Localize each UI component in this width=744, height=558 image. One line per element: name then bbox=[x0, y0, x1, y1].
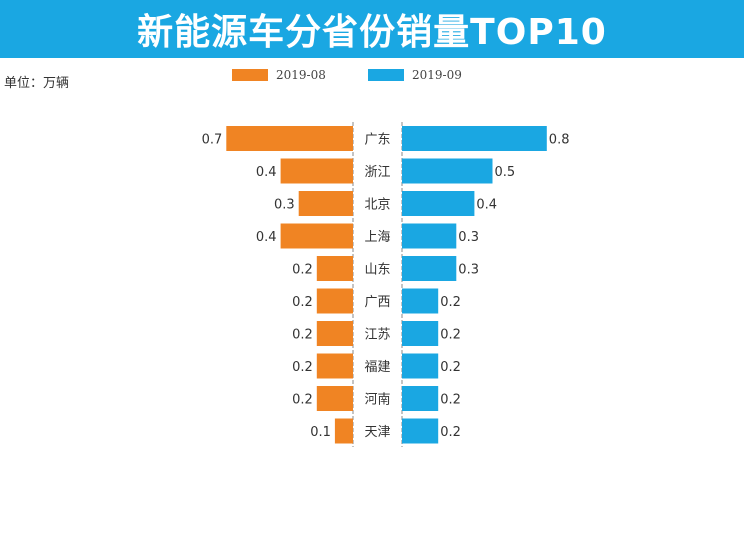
legend-swatch-left bbox=[232, 69, 268, 81]
category-label-1: 浙江 bbox=[364, 165, 390, 180]
data-label-right-5: 0.2 bbox=[440, 295, 461, 310]
legend-item-right: 2019-09 bbox=[368, 68, 462, 82]
data-label-right-3: 0.3 bbox=[458, 230, 479, 245]
data-label-right-0: 0.8 bbox=[549, 133, 570, 148]
data-label-left-8: 0.2 bbox=[292, 393, 313, 408]
category-label-2: 北京 bbox=[364, 198, 390, 213]
bar-left-2 bbox=[298, 191, 353, 216]
bar-left-4 bbox=[316, 256, 353, 281]
data-label-left-2: 0.3 bbox=[274, 198, 295, 213]
bar-right-6 bbox=[402, 321, 439, 346]
legend-label-right: 2019-09 bbox=[412, 68, 462, 82]
data-label-right-1: 0.5 bbox=[495, 165, 516, 180]
legend-item-left: 2019-08 bbox=[232, 68, 326, 82]
data-label-right-4: 0.3 bbox=[458, 263, 479, 278]
data-label-left-5: 0.2 bbox=[292, 295, 313, 310]
legend: 2019-08 2019-09 bbox=[0, 68, 744, 88]
category-label-7: 福建 bbox=[364, 360, 390, 375]
data-label-right-8: 0.2 bbox=[440, 393, 461, 408]
category-label-3: 上海 bbox=[364, 230, 390, 245]
data-label-right-6: 0.2 bbox=[440, 328, 461, 343]
bar-left-3 bbox=[280, 223, 353, 249]
data-label-left-3: 0.4 bbox=[256, 230, 277, 245]
data-label-right-7: 0.2 bbox=[440, 360, 461, 375]
bar-right-1 bbox=[402, 158, 493, 184]
data-label-left-7: 0.2 bbox=[292, 360, 313, 375]
category-label-6: 江苏 bbox=[364, 327, 390, 343]
bar-left-0 bbox=[226, 126, 353, 151]
bar-right-5 bbox=[402, 288, 439, 314]
bar-left-5 bbox=[316, 288, 353, 314]
unit-label: 单位：万辆 bbox=[4, 76, 70, 91]
bar-right-3 bbox=[402, 223, 457, 249]
bar-right-8 bbox=[402, 386, 439, 411]
legend-label-left: 2019-08 bbox=[276, 68, 326, 82]
bar-right-7 bbox=[402, 353, 439, 379]
category-label-8: 河南 bbox=[364, 392, 390, 408]
data-label-left-6: 0.2 bbox=[292, 328, 313, 343]
data-label-right-9: 0.2 bbox=[440, 425, 461, 440]
bar-left-7 bbox=[316, 353, 353, 379]
bar-left-8 bbox=[316, 386, 353, 411]
bar-left-9 bbox=[334, 418, 353, 444]
bar-left-1 bbox=[280, 158, 353, 184]
data-label-left-4: 0.2 bbox=[292, 263, 313, 278]
title-banner: 新能源车分省份销量TOP10 bbox=[0, 0, 744, 58]
legend-swatch-right bbox=[368, 69, 404, 81]
bar-right-4 bbox=[402, 256, 457, 281]
category-label-5: 广西 bbox=[364, 295, 390, 310]
data-label-left-1: 0.4 bbox=[256, 165, 277, 180]
bar-right-0 bbox=[402, 126, 547, 151]
data-label-left-9: 0.1 bbox=[310, 425, 331, 440]
page-title: 新能源车分省份销量TOP10 bbox=[137, 12, 607, 53]
category-label-9: 天津 bbox=[364, 425, 390, 440]
bar-right-2 bbox=[402, 191, 475, 216]
bar-left-6 bbox=[316, 321, 353, 346]
data-label-left-0: 0.7 bbox=[202, 133, 223, 148]
category-label-4: 山东 bbox=[364, 263, 390, 278]
bar-right-9 bbox=[402, 418, 439, 444]
data-label-right-2: 0.4 bbox=[476, 198, 497, 213]
category-label-0: 广东 bbox=[364, 133, 390, 148]
